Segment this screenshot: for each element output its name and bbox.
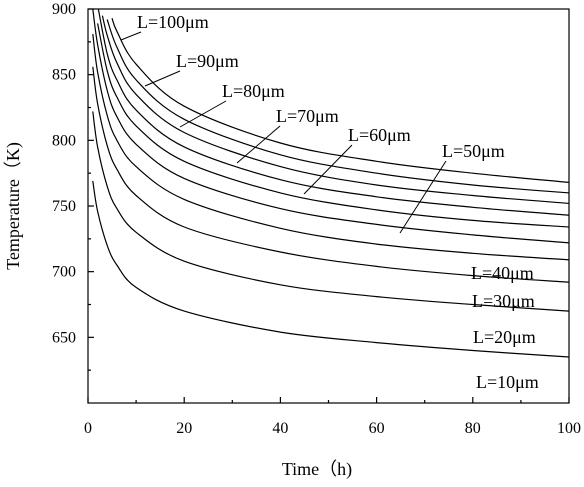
x-tick-label: 0 (84, 420, 92, 437)
series-line (92, 9, 569, 244)
series-line (106, 19, 569, 194)
series-line (97, 9, 569, 216)
leader-line (179, 100, 227, 128)
y-tick-label: 800 (52, 132, 76, 149)
series-line (92, 180, 569, 358)
series-line (92, 66, 569, 283)
x-axis-label: Time（h) (282, 459, 352, 480)
y-tick-label: 700 (52, 264, 76, 281)
x-tick-label: 60 (369, 420, 385, 437)
y-tick-label: 850 (52, 67, 76, 84)
leader-line (399, 160, 447, 234)
series-line (111, 17, 569, 183)
series-line (101, 15, 569, 204)
series-labels: L=10μm L=20μm L=30μm L=40μm L=50μm L=60μm L=70… (137, 12, 539, 392)
series-label: L=50μm (442, 141, 505, 161)
series-label: L=100μm (137, 12, 209, 32)
y-tick-label: 900 (52, 1, 76, 18)
label-leader-lines (120, 31, 447, 234)
y-axis-label: Temperature（K) (3, 142, 24, 270)
series-line (92, 33, 569, 261)
series-line (97, 23, 569, 228)
y-tick-label: 750 (52, 198, 76, 215)
series-line (92, 111, 569, 312)
series-label: L=60μm (348, 125, 411, 145)
plot-frame (87, 8, 570, 404)
series-label: L=90μm (176, 51, 239, 71)
leader-line (144, 70, 181, 87)
x-tick-label: 80 (465, 420, 481, 437)
axis-tick-labels: 0 20 40 60 80 100 650 700 750 800 850 900 (52, 1, 581, 437)
series-label: L=70μm (276, 106, 339, 126)
series-label: L=20μm (473, 327, 536, 347)
x-tick-label: 40 (272, 420, 288, 437)
y-tick-label: 650 (52, 329, 76, 346)
series-label: L=10μm (476, 372, 539, 392)
leader-line (303, 144, 353, 195)
series-label: L=80μm (222, 81, 285, 101)
leader-line (120, 31, 142, 41)
x-tick-label: 100 (557, 420, 581, 437)
leader-line (236, 125, 281, 164)
series-label: L=30μm (472, 291, 535, 311)
x-tick-label: 20 (176, 420, 192, 437)
series-curves (92, 9, 569, 358)
series-label: L=40μm (471, 263, 534, 283)
